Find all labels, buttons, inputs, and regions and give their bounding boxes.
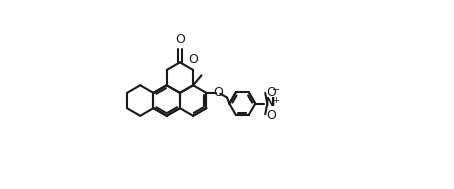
Text: O: O xyxy=(266,109,276,122)
Text: O: O xyxy=(175,33,185,46)
Text: +: + xyxy=(272,96,279,105)
Text: O: O xyxy=(266,86,276,99)
Text: N: N xyxy=(265,96,276,109)
Text: −: − xyxy=(272,85,280,95)
Text: O: O xyxy=(188,53,198,66)
Text: O: O xyxy=(213,86,223,99)
